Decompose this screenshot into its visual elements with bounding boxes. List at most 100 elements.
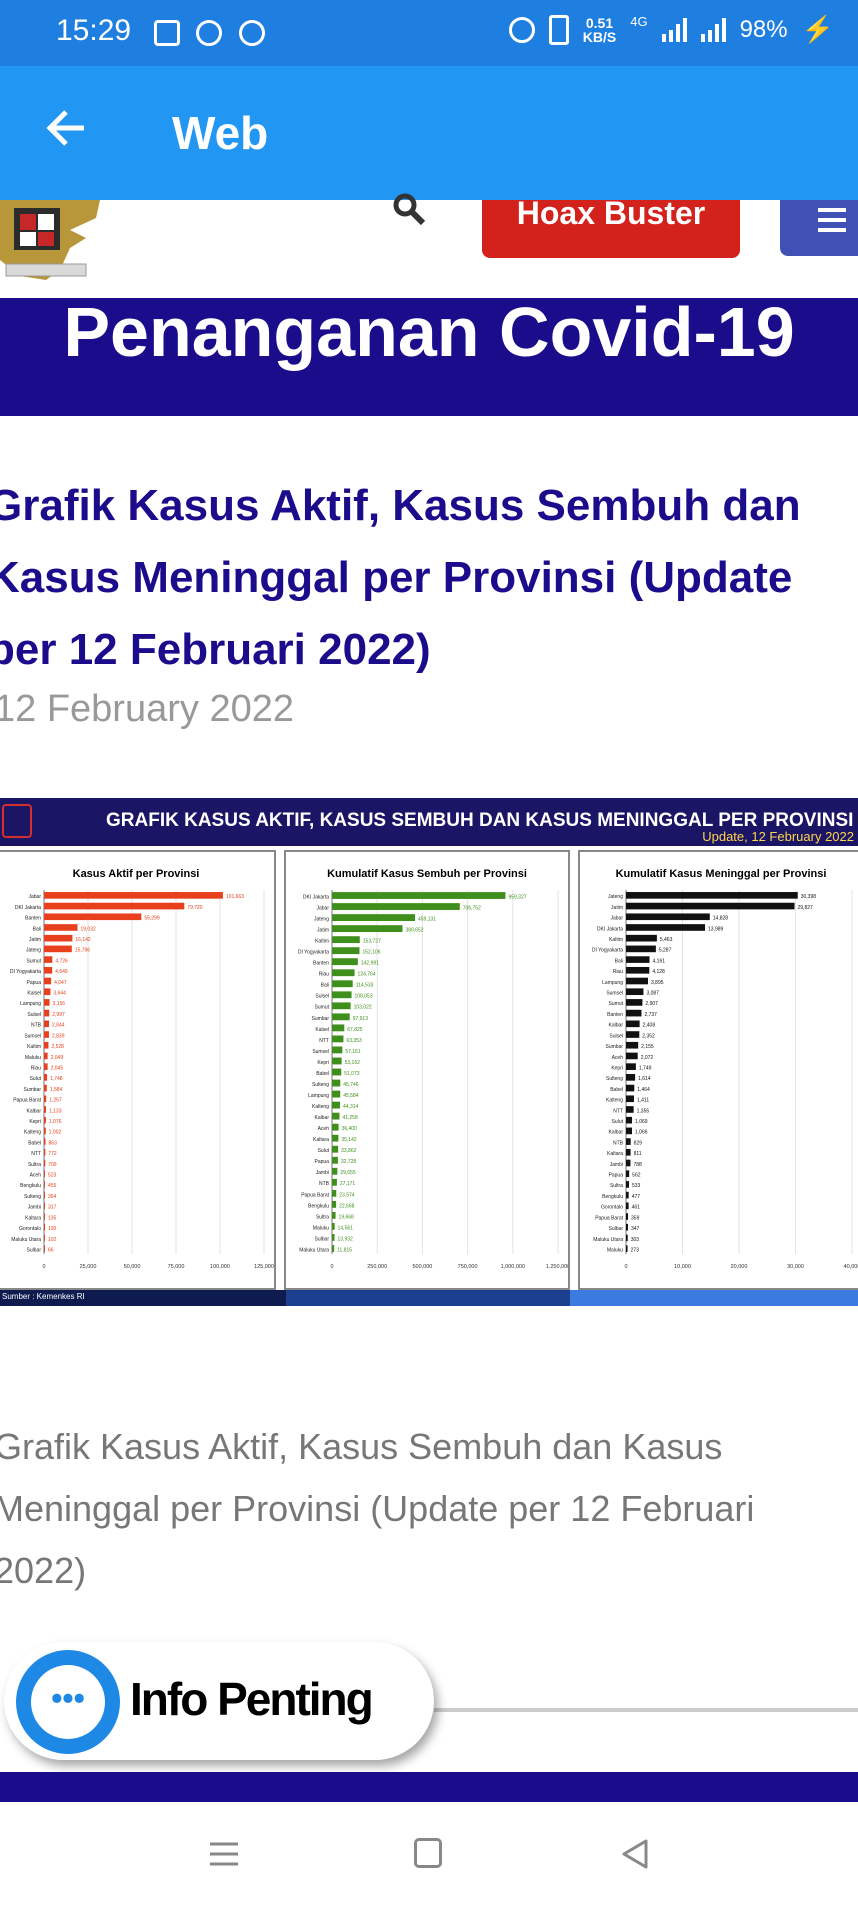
chart-data-label: 35,142 [341,1137,357,1143]
chart-bar [44,1106,46,1113]
chart-x-tick-label: 100,000 [210,1264,230,1270]
chart-bar [332,1156,338,1164]
chart-data-label: 23,574 [339,1192,355,1198]
chart-category-label: Babel [28,1140,41,1146]
chart-data-label: 2,839 [52,1033,65,1039]
chart-data-label: 772 [48,1151,57,1157]
home-icon[interactable] [414,1838,442,1868]
chart-panel-meninggal: Kumulatif Kasus Meninggal per Provinsi 0… [578,850,858,1290]
article-headline[interactable]: Grafik Kasus Aktif, Kasus Sembuh dan Kas… [0,481,801,674]
chart-bar [626,1020,640,1028]
chart-data-label: 66 [48,1247,54,1253]
chart-category-label: Kalsel [27,991,41,997]
chart-bar [332,1167,338,1175]
infographic-image[interactable]: GRAFIK KASUS AKTIF, KASUS SEMBUH DAN KAS… [0,798,858,1306]
chart-category-label: Aceh [318,1126,330,1132]
chart-category-label: Papua [609,1173,624,1179]
chart-data-label: 4,726 [55,958,68,964]
chart-data-label: 13,932 [338,1236,354,1242]
chart-category-label: Lampung [20,1001,41,1007]
article-date: 12 February 2022 [0,688,294,730]
garuda-emblem-logo[interactable] [0,200,110,284]
chart-bar [44,977,52,985]
chart-x-tick-label: 50,000 [124,1264,141,1270]
chart-category-label: DKI Jakarta [15,905,41,911]
chart-bar [626,1213,629,1220]
chart-data-label: 29,655 [340,1170,356,1176]
network-speed: 0.51 KB/S [583,16,616,44]
chart-panel-sembuh: Kumulatif Kasus Sembuh per Provinsi 0 250… [284,850,570,1290]
chart-category-label: Kaltim [609,937,623,943]
chart-x-tick-label: 40,000 [844,1264,858,1270]
chart-data-label: 533 [632,1183,641,1189]
chart-category-label: Kalteng [312,1104,329,1110]
chart-data-label: 51,073 [344,1071,360,1077]
chart-category-label: Jateng [608,894,623,900]
chart-category-label: Bengkulu [602,1194,623,1200]
chart-bar [332,1090,341,1098]
chart-x-tick-label: 10,000 [674,1264,691,1270]
chart-category-label: Sulsel [27,1012,41,1018]
chart-bar [626,1084,635,1092]
chart-data-label: 2,155 [641,1044,654,1050]
chart-bar [332,1134,339,1142]
chart-bar [332,1245,335,1252]
chart-x-tick-label: 750,000 [458,1264,478,1270]
chart-data-label: 347 [631,1226,640,1232]
chart-category-label: Sumut [27,958,42,964]
recents-icon[interactable] [210,1840,238,1868]
chart-bar [332,1189,337,1197]
chart-category-label: DKI Jakarta [303,894,329,900]
chart-bar [44,1170,45,1178]
arrow-left-icon[interactable] [44,106,88,157]
chart-data-label: 273 [631,1247,640,1253]
chart-data-label: 135 [48,1215,57,1221]
hamburger-menu-icon[interactable] [780,200,858,256]
chart-data-label: 67,825 [347,1027,363,1033]
chart-category-label: Sultra [610,1183,623,1189]
chart-category-label: DI Yogyakarta [298,950,329,956]
chart-category-label: Babel [610,1087,623,1093]
chart-bar [332,1068,342,1076]
footer-stripe [0,1290,286,1306]
chart-data-label: 788 [633,1162,642,1168]
chart-bar [44,1148,46,1156]
chart-data-label: 2,072 [641,1055,654,1061]
chart-category-label: Kalbar [27,1108,42,1114]
chart-bar [44,1202,45,1210]
chart-category-label: Sulbar [609,1226,624,1232]
chart-category-label: Maluku [313,1225,329,1231]
chart-bar [332,1234,335,1241]
chart-bar [332,1200,337,1208]
chart-data-label: 364 [48,1194,57,1200]
footer-stripe [570,1290,858,1306]
chart-bar [332,958,358,966]
chart-category-label: Jambi [28,1205,41,1211]
banner-title: Penanganan Covid-19 [63,293,795,371]
chart-data-label: 45,746 [343,1082,359,1088]
status-time: 15:29 [56,14,132,47]
chart-bar [332,1101,341,1109]
chart-category-label: Bali [321,983,329,989]
hoax-buster-button[interactable]: Hoax Buster [482,197,740,258]
chart-data-label: 3,895 [651,980,664,986]
chart-x-tick-label: 75,000 [168,1264,185,1270]
chart-category-label: Maluku Utara [11,1237,41,1243]
search-icon[interactable] [392,192,426,226]
chart-category-label: Sumut [315,1005,330,1011]
chart-category-label: Sulbar [315,1236,330,1242]
chart-data-label: 459,131 [418,916,436,922]
chart-category-label: Riau [319,972,330,978]
chart-bar [626,1031,640,1038]
chart-category-label: Jatim [611,905,623,911]
back-triangle-icon[interactable] [620,1838,650,1870]
chart-data-label: 863 [49,1140,58,1146]
info-penting-label[interactable]: Info Penting [130,1673,374,1725]
chart-data-label: 1,355 [637,1108,650,1114]
chart-bar [626,902,795,910]
chart-data-label: 19,668 [339,1214,355,1220]
chart-category-label: Kalbar [609,1130,624,1136]
chart-category-label: Sumbar [605,1044,623,1050]
chart-kasus-aktif: 0 25,000 50,000 75,000 100,000 125,000 Jabar 10… [10,890,274,1270]
more-dots-icon[interactable]: ••• [16,1650,120,1754]
